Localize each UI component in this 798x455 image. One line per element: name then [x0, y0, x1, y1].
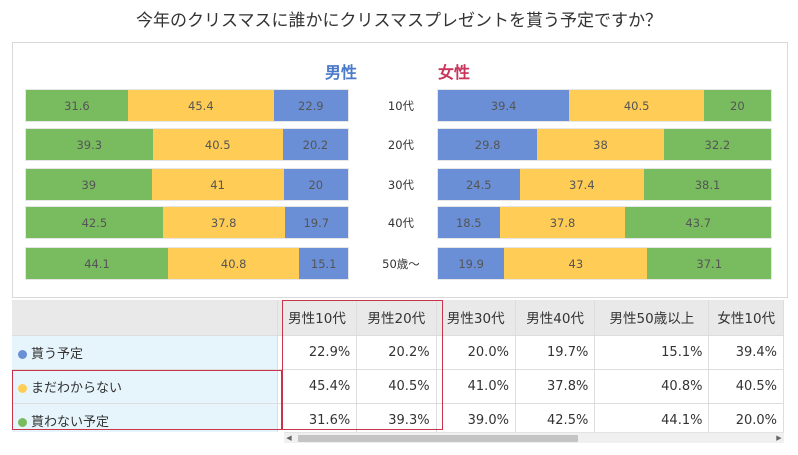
male-bar-row: 39 41 20	[26, 169, 348, 200]
chart-title: 今年のクリスマスに誰かにクリスマスプレゼントを貰う予定ですか？	[136, 11, 662, 31]
table-cell: 20.2%	[356, 335, 437, 370]
male-bar-row: 39.3 40.5 20.2	[26, 129, 348, 160]
female-bar-segment-green: 20	[704, 90, 771, 121]
male-bar-segment-green: 31.6	[26, 90, 128, 121]
table-cell: 15.1%	[594, 335, 710, 370]
table-cell: 40.5%	[356, 369, 437, 404]
male-bar-segment-yellow: 40.8	[168, 248, 300, 279]
female-bar-segment-blue: 19.9	[438, 248, 505, 279]
table-cell: 19.7%	[515, 335, 596, 370]
female-bar-row: 39.4 40.5 20	[438, 90, 771, 121]
table-row: 貰わない予定 31.6% 39.3% 39.0% 42.5% 44.1% 20.…	[12, 403, 784, 438]
female-bar-segment-yellow: 37.4	[519, 169, 645, 200]
age-group-label: 30代	[387, 178, 415, 192]
row-label: 貰う予定	[12, 335, 278, 370]
table-cell: 31.6%	[277, 403, 358, 438]
female-bar-row: 29.8 38 32.2	[438, 129, 771, 160]
table-header-cell: 男性10代	[277, 300, 358, 336]
table-cell: 39.3%	[356, 403, 437, 438]
chart-panel: 男性 女性 31.6 45.4 22.9 39.4 40.5 20 10代 39.3 40.5 2…	[12, 42, 788, 298]
table-cell: 45.4%	[277, 369, 358, 404]
female-bar-segment-yellow: 37.8	[499, 207, 626, 238]
female-bar-segment-blue: 18.5	[438, 207, 500, 238]
male-header: 男性	[325, 63, 358, 82]
age-group-label: 40代	[387, 216, 415, 230]
table-cell: 39.4%	[708, 335, 784, 370]
table-cell: 41.0%	[436, 369, 516, 404]
table-row: まだわからない 45.4% 40.5% 41.0% 37.8% 40.8% 40…	[12, 369, 784, 404]
table-scroll-gutter	[12, 432, 284, 444]
data-table-container: 男性10代 男性20代 男性30代 男性40代 男性50歳以上 女性10代 貰う…	[12, 300, 784, 444]
female-bar-segment-blue: 24.5	[438, 169, 520, 200]
female-bar-segment-blue: 39.4	[438, 90, 570, 121]
scrollbar-thumb[interactable]	[298, 435, 578, 442]
male-bar-segment-green: 42.5	[26, 207, 163, 238]
scroll-left-arrow-icon[interactable]: ◀	[286, 434, 292, 442]
male-bar-segment-green: 39.3	[26, 129, 153, 160]
table-cell: 20.0%	[436, 335, 516, 370]
female-bar-segment-green: 38.1	[644, 169, 771, 200]
age-group-label: 20代	[387, 138, 415, 152]
female-bar-segment-yellow: 38	[537, 129, 664, 160]
table-cell: 42.5%	[515, 403, 596, 438]
male-bar-segment-yellow: 37.8	[162, 207, 285, 238]
male-bar-segment-yellow: 40.5	[152, 129, 283, 160]
female-bar-segment-green: 37.1	[647, 248, 771, 279]
table-header-cell: 女性10代	[708, 300, 784, 336]
horizontal-scrollbar[interactable]: ◀ ▶	[284, 432, 784, 443]
male-bar-segment-blue: 20	[283, 169, 348, 200]
male-bar-row: 42.5 37.8 19.7	[26, 207, 348, 238]
female-bar-segment-yellow: 40.5	[569, 90, 705, 121]
table-header-cell: 男性30代	[436, 300, 516, 336]
male-bar-segment-blue: 15.1	[299, 248, 348, 279]
female-bar-row: 18.5 37.8 43.7	[438, 207, 771, 238]
green-dot-icon	[18, 417, 27, 427]
data-table: 男性10代 男性20代 男性30代 男性40代 男性50歳以上 女性10代 貰う…	[12, 300, 784, 438]
table-cell: 22.9%	[277, 335, 358, 370]
male-bar-row: 44.1 40.8 15.1	[26, 248, 348, 279]
female-bar-segment-green: 43.7	[625, 207, 771, 238]
table-cell: 40.5%	[708, 369, 784, 404]
male-bar-segment-blue: 20.2	[282, 129, 348, 160]
female-bar-row: 24.5 37.4 38.1	[438, 169, 771, 200]
male-bar-segment-yellow: 45.4	[127, 90, 274, 121]
female-header: 女性	[438, 63, 471, 82]
male-bar-segment-blue: 19.7	[284, 207, 348, 238]
male-bar-segment-blue: 22.9	[273, 90, 348, 121]
female-bar-segment-blue: 29.8	[438, 129, 538, 160]
male-bar-row: 31.6 45.4 22.9	[26, 90, 348, 121]
table-cell: 44.1%	[594, 403, 710, 438]
male-bar-segment-green: 39	[26, 169, 152, 200]
blue-dot-icon	[18, 349, 27, 359]
female-bar-segment-yellow: 43	[504, 248, 648, 279]
table-header-cell: 男性50歳以上	[594, 300, 710, 336]
row-label: まだわからない	[12, 369, 278, 404]
table-header-corner	[12, 300, 278, 336]
table-header-cell: 男性20代	[356, 300, 437, 336]
female-bar-segment-green: 32.2	[663, 129, 771, 160]
yellow-dot-icon	[18, 383, 27, 393]
age-group-label: 50歳〜	[382, 257, 420, 271]
female-bar-row: 19.9 43 37.1	[438, 248, 771, 279]
table-cell: 40.8%	[594, 369, 710, 404]
table-row: 貰う予定 22.9% 20.2% 20.0% 19.7% 15.1% 39.4%	[12, 335, 784, 370]
male-bar-segment-yellow: 41	[151, 169, 284, 200]
table-header-row: 男性10代 男性20代 男性30代 男性40代 男性50歳以上 女性10代	[12, 300, 784, 336]
scroll-right-arrow-icon[interactable]: ▶	[776, 434, 782, 442]
row-label: 貰わない予定	[12, 403, 278, 438]
male-bar-segment-green: 44.1	[26, 248, 168, 279]
table-header-cell: 男性40代	[515, 300, 596, 336]
age-group-label: 10代	[387, 99, 415, 113]
table-cell: 37.8%	[515, 369, 596, 404]
